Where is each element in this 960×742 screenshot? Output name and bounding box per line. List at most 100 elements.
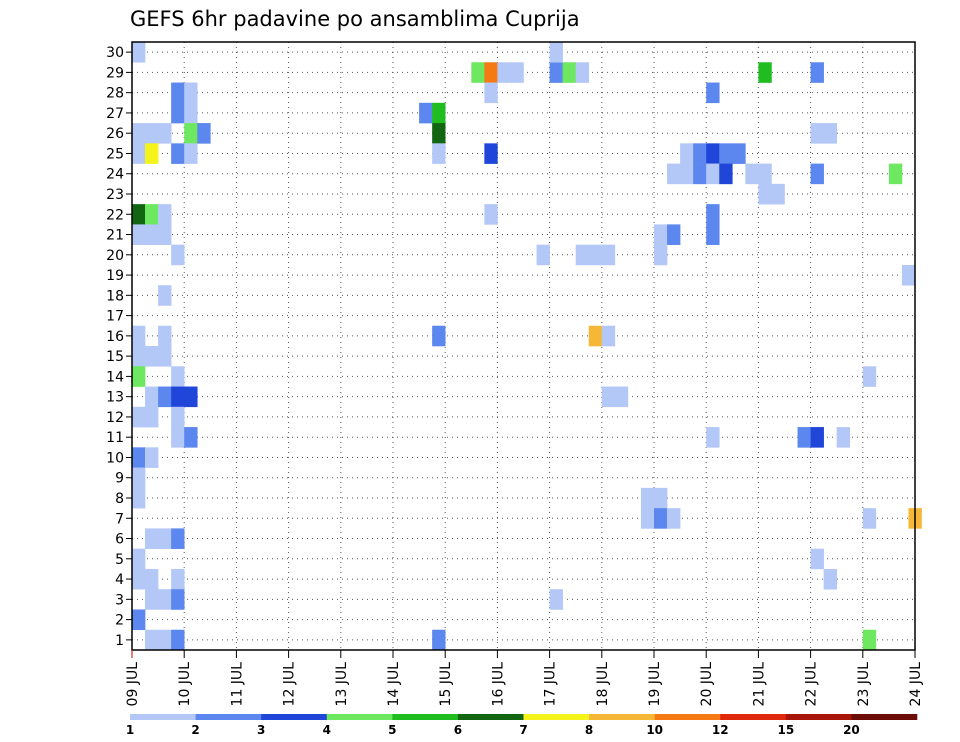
heatmap-cell (132, 447, 146, 468)
colorbar-segment (589, 714, 655, 720)
heatmap-cell (810, 123, 824, 144)
heatmap-cell (145, 528, 159, 549)
y-tick-label: 28 (106, 86, 124, 102)
y-tick-label: 8 (115, 491, 124, 507)
x-tick-label: 09 JUL (125, 662, 141, 707)
colorbar-segment (261, 714, 328, 720)
heatmap-cell (510, 62, 524, 83)
colorbar-segment (392, 714, 459, 720)
y-tick-label: 7 (115, 511, 124, 527)
heatmap-cell (432, 629, 446, 651)
heatmap-cell (836, 427, 851, 448)
y-tick-label: 5 (115, 552, 124, 568)
heatmap-cell (680, 143, 694, 164)
heatmap-cell (197, 123, 211, 144)
heatmap-cells (132, 42, 922, 651)
heatmap-cell (432, 143, 446, 164)
colorbar-label: 12 (712, 723, 729, 737)
heatmap-cell (158, 528, 172, 549)
heatmap-cell (132, 467, 146, 489)
heatmap-cell (706, 427, 720, 448)
colorbar-segment (523, 714, 590, 720)
heatmap-cell (484, 62, 498, 83)
heatmap-cell (471, 62, 485, 83)
heatmap-cell (132, 143, 146, 164)
heatmap-cell (184, 427, 198, 448)
heatmap-cell (706, 82, 720, 104)
colorbar-label: 20 (843, 723, 860, 737)
heatmap-cell (693, 163, 707, 185)
heatmap-cell (797, 427, 811, 448)
heatmap-cell (171, 406, 185, 428)
heatmap-cell (823, 123, 837, 144)
x-tick-label: 12 JUL (282, 662, 298, 707)
x-tick-label: 17 JUL (543, 662, 559, 707)
heatmap-cell (432, 102, 446, 124)
heatmap-cell (171, 102, 185, 124)
heatmap-cell (171, 589, 185, 610)
y-tick-label: 23 (106, 187, 124, 203)
y-tick-label: 16 (106, 329, 124, 345)
heatmap-cell (171, 568, 185, 590)
grid-lines (132, 42, 916, 650)
heatmap-cell (145, 224, 159, 245)
heatmap-cell (145, 386, 159, 408)
colorbar-segment (326, 714, 393, 720)
heatmap-cell (132, 325, 146, 347)
heatmap-cell (706, 163, 720, 185)
x-tick-label: 13 JUL (334, 662, 350, 707)
heatmap-cell (171, 386, 185, 408)
heatmap-cell (132, 487, 146, 509)
heatmap-cell (667, 224, 681, 245)
heatmap-cell (145, 123, 159, 144)
colorbar-label: 2 (191, 723, 199, 737)
heatmap-cell (693, 143, 707, 164)
heatmap-cell (549, 42, 563, 63)
heatmap-cell (719, 143, 733, 164)
heatmap-cell (171, 244, 185, 266)
heatmap-cell (667, 508, 681, 529)
y-tick-label: 11 (106, 430, 124, 446)
heatmap-cell (654, 244, 668, 266)
heatmap-cell (419, 102, 433, 124)
heatmap-cell (758, 163, 772, 185)
heatmap-cell (145, 143, 159, 164)
heatmap-cell (706, 143, 720, 164)
heatmap-cell (810, 163, 824, 185)
heatmap-cell (158, 204, 172, 225)
x-tick-label: 11 JUL (229, 662, 245, 707)
heatmap-cell (158, 224, 172, 245)
heatmap-cell (158, 123, 172, 144)
heatmap-cell (601, 386, 616, 408)
heatmap-cell (184, 143, 198, 164)
y-tick-label: 10 (106, 450, 124, 466)
heatmap-cell (132, 346, 146, 367)
heatmap-cell (132, 204, 146, 225)
heatmap-cell (145, 589, 159, 610)
heatmap-cell (640, 487, 655, 509)
y-tick-label: 12 (106, 410, 124, 426)
y-tick-label: 26 (106, 126, 124, 142)
y-tick-label: 13 (106, 390, 124, 406)
heatmap-cell (575, 244, 590, 266)
colorbar-label: 5 (388, 723, 396, 737)
heatmap-cell (810, 548, 824, 570)
heatmap-cell (771, 183, 785, 205)
heatmap-cell (810, 427, 824, 448)
heatmap-cell (484, 82, 498, 104)
y-tick-label: 19 (106, 268, 124, 284)
colorbar-label: 4 (323, 723, 331, 737)
heatmap-cell (667, 163, 681, 185)
colorbar-segment (457, 714, 524, 720)
heatmap-cell (158, 285, 172, 306)
heatmap-cell (132, 406, 146, 428)
heatmap-cell (184, 123, 198, 144)
heatmap-cell (536, 244, 550, 266)
heatmap-cell (171, 82, 185, 104)
heatmap-cell (484, 143, 498, 164)
heatmap-cell (158, 629, 172, 651)
colorbar-label: 3 (257, 723, 265, 737)
x-tick-label: 23 JUL (856, 662, 872, 707)
x-tick-label: 16 JUL (490, 662, 506, 707)
